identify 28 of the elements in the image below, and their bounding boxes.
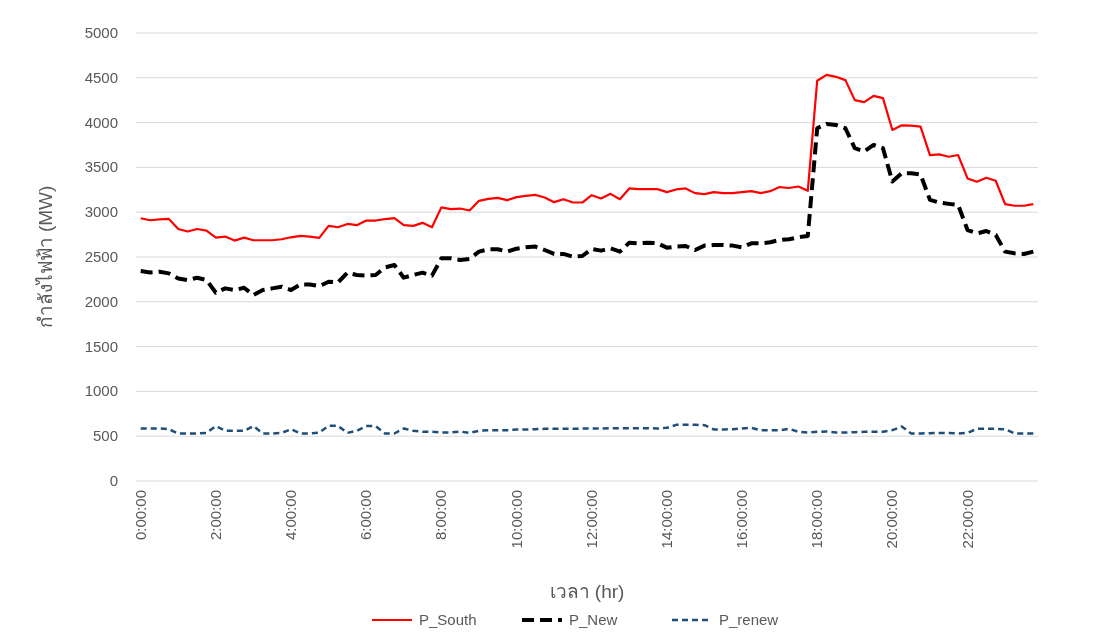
legend-label: P_South	[419, 611, 477, 628]
y-tick-label: 3500	[84, 158, 118, 176]
y-tick-label: 2500	[84, 248, 118, 265]
x-tick-label: 14:00:00	[657, 490, 675, 549]
x-tick-label: 8:00:00	[432, 490, 450, 541]
x-axis-title: เวลา (hr)	[549, 581, 625, 602]
x-tick-label: 22:00:00	[958, 490, 976, 549]
y-tick-label: 1000	[84, 382, 118, 400]
x-tick-label: 12:00:00	[582, 490, 600, 549]
x-tick-label: 2:00:00	[206, 490, 224, 541]
y-axis-title: กำลังไฟฟ้า (MW)	[35, 185, 56, 329]
x-tick-label: 10:00:00	[507, 490, 525, 549]
x-tick-label: 4:00:00	[282, 490, 300, 541]
x-tick-label: 0:00:00	[131, 490, 149, 541]
y-tick-label: 0	[109, 472, 118, 489]
y-tick-label: 4000	[84, 113, 118, 131]
x-tick-label: 6:00:00	[357, 490, 375, 541]
x-tick-label: 16:00:00	[733, 490, 751, 549]
x-tick-label: 20:00:00	[883, 490, 901, 549]
y-tick-label: 2000	[84, 292, 118, 310]
legend-label: P_New	[569, 611, 618, 628]
legend-label: P_renew	[719, 611, 779, 628]
y-tick-label: 5000	[84, 24, 118, 41]
y-tick-label: 4500	[84, 68, 118, 86]
y-tick-label: 500	[92, 427, 118, 445]
y-tick-label: 1500	[84, 337, 118, 355]
y-tick-label: 3000	[84, 203, 118, 221]
x-tick-label: 18:00:00	[808, 490, 826, 549]
